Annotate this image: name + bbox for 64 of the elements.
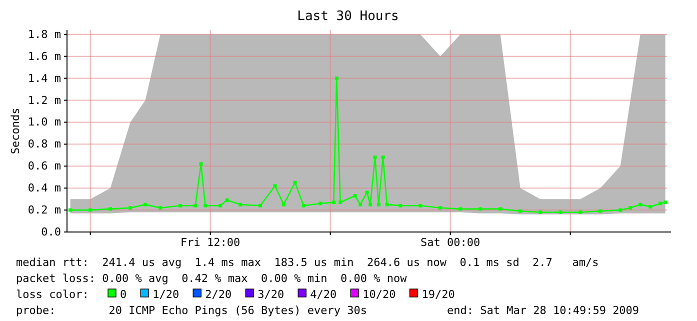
legend-label: 0 [120,288,127,301]
legend-label: 1/20 [152,288,180,301]
point [376,202,380,206]
y-tick-label: 0.4 m [28,182,62,195]
point [578,210,582,214]
point [438,206,442,210]
point [68,208,72,212]
point [338,200,342,204]
text: median rtt: 241.4 us avg 1.4 ms max 183.5 us min 264.6 us now 0.1 ms sd 2.7 am/s [16,256,599,269]
y-tick-label: 1.8 m [28,28,62,41]
point [558,210,562,214]
point [598,209,602,213]
y-tick-label: 1.2 m [28,94,62,107]
y-tick-label: 1.4 m [28,72,62,85]
point [498,207,502,211]
legend-label: 3/20 [258,288,284,301]
legend-label: 4/20 [310,288,337,301]
point [332,200,336,204]
text: end: Sat Mar 28 10:49:59 2009 [447,304,640,317]
y-axis-title: Seconds [9,108,22,154]
point [258,204,262,208]
point [88,208,92,212]
text: packet loss: 0.00 % avg 0.42 % max 0.00 % min 0.00 % now [16,272,408,285]
point [158,206,162,210]
point [458,207,462,211]
legend-label: 10/20 [362,288,396,301]
point [478,207,482,211]
point [518,209,522,213]
point [238,202,242,206]
point [302,204,306,208]
x-tick-label: Sat 00:00 [420,236,480,249]
point [638,202,642,206]
point [358,202,362,206]
legend-label: 2/20 [205,288,232,301]
y-tick-label: 1.0 m [28,116,62,129]
point [368,202,372,206]
point [618,208,622,212]
point [128,206,132,210]
text: probe: 20 ICMP Echo Pings (56 Bytes) every 30s [16,304,367,317]
y-tick-label: 0.0 [41,226,61,239]
point [648,205,652,208]
point [144,202,148,206]
point [108,207,112,211]
point [628,206,632,210]
point [204,204,208,208]
point [658,202,662,206]
legend-title: loss color: [16,288,89,301]
point [664,200,668,204]
point [538,210,542,214]
point [194,204,198,208]
y-tick-label: 1.6 m [28,50,62,63]
point [334,76,338,80]
point [218,204,222,208]
point [282,202,286,206]
point [318,202,322,206]
y-tick-label: 0.6 m [28,160,62,173]
point [178,204,182,208]
point [418,204,422,208]
y-tick-label: 0.8 m [28,138,62,151]
point [398,204,402,208]
y-tick-label: 0.2 m [28,204,62,217]
x-tick-label: Fri 12:00 [180,236,240,249]
chart-title: Last 30 Hours [297,9,399,24]
legend-label: 19/20 [422,288,455,301]
